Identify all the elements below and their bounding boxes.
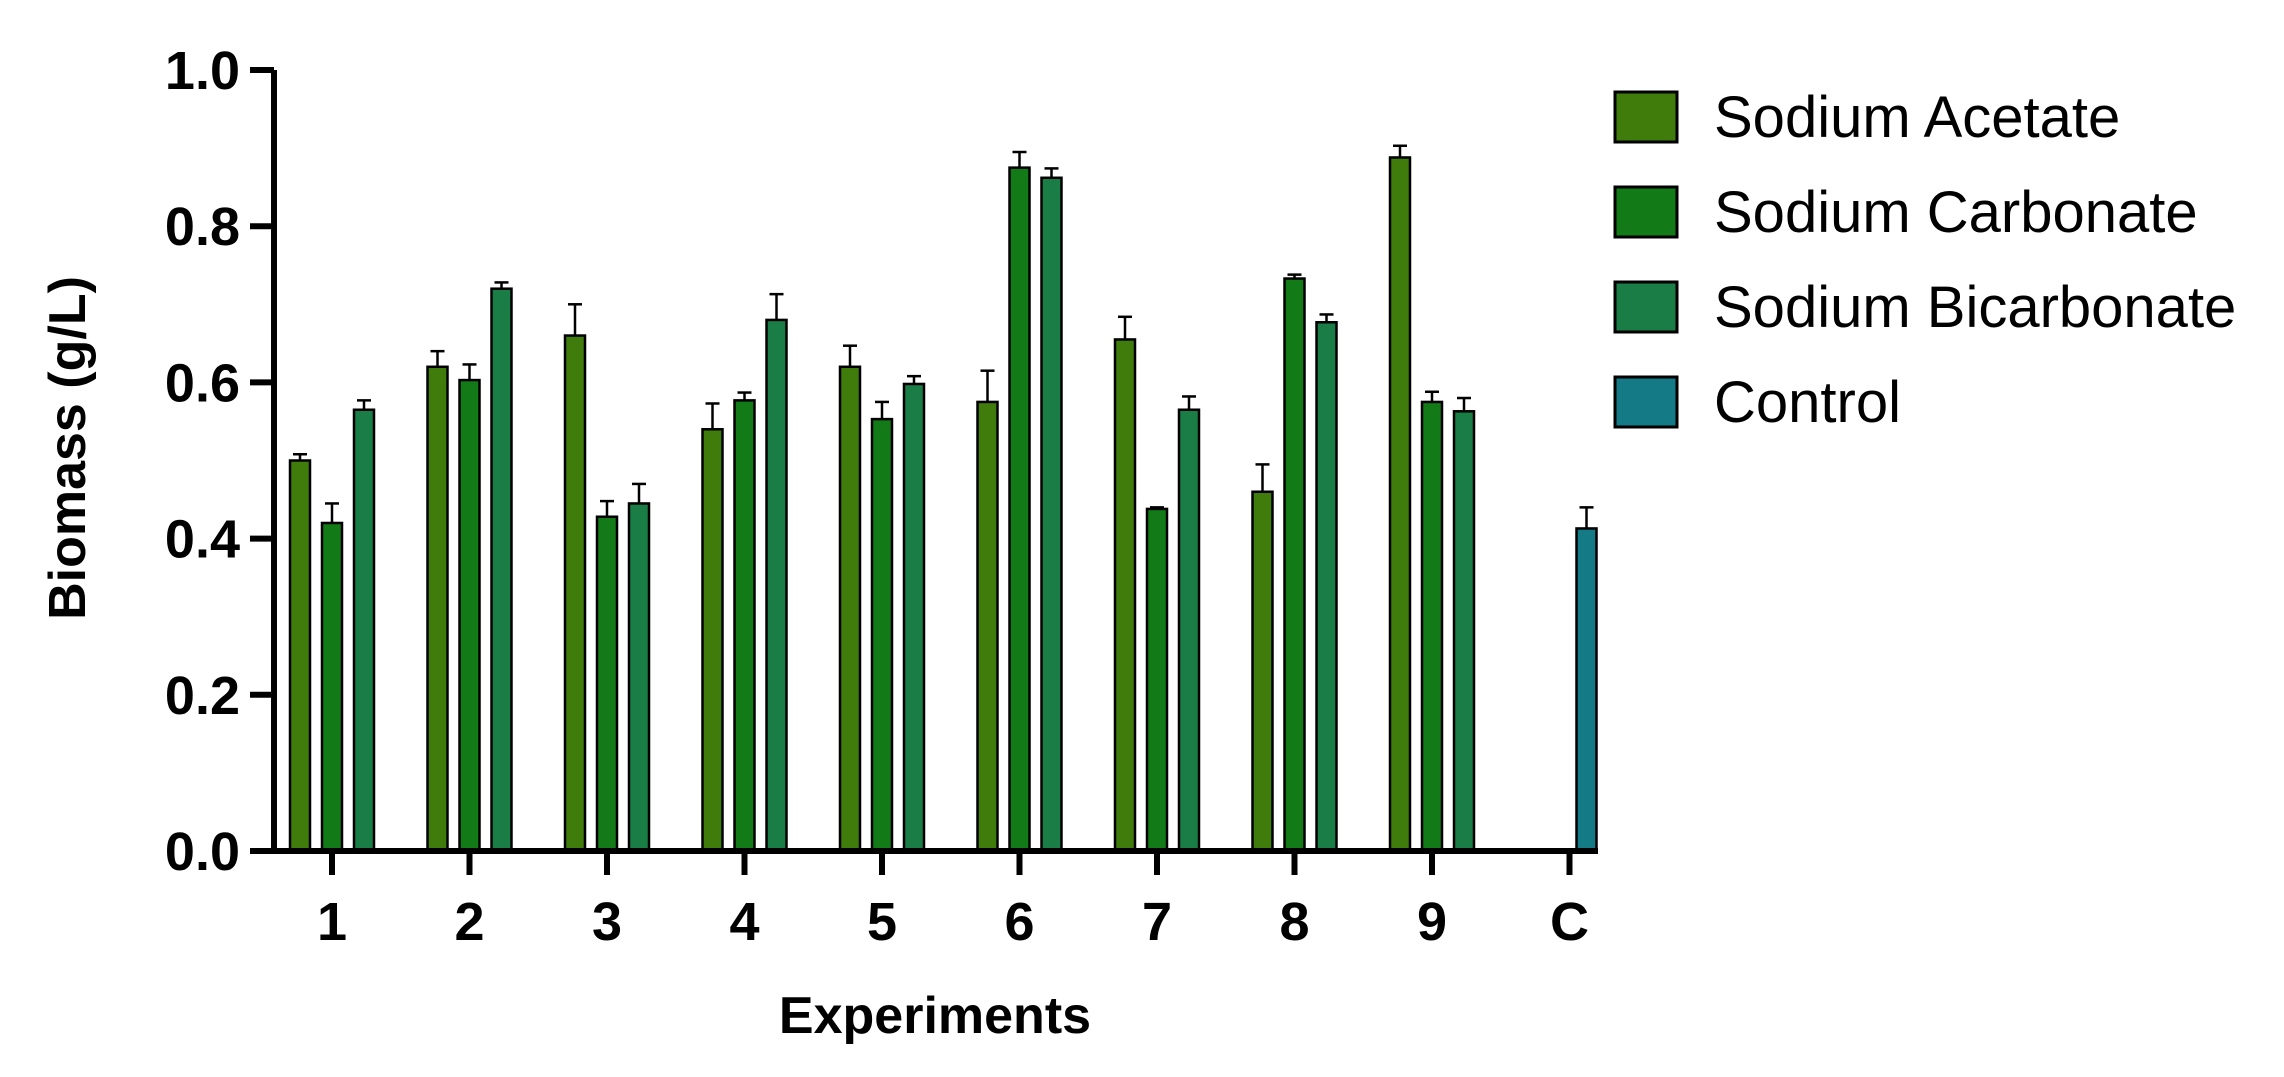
x-tick-label-9: 9: [1417, 892, 1447, 952]
bars-layer: [288, 156, 1598, 853]
bar-9-series-1: [1388, 156, 1412, 853]
legend: Sodium Acetate Sodium Carbonate Sodium Bic…: [1613, 85, 2236, 435]
bar-8-series-2: [1283, 277, 1306, 853]
bar-6-series-3: [1040, 176, 1063, 853]
bar-3-series-1: [563, 334, 587, 853]
legend-swatch-1: [1613, 90, 1679, 144]
x-axis-title: Experiments: [779, 987, 1091, 1045]
y-tick-label-0.4: 0.4: [165, 510, 240, 570]
bar-4-series-1: [701, 428, 724, 853]
bar-4-series-2: [733, 399, 756, 853]
bar-1-series-3: [352, 408, 376, 853]
bar-5-series-1: [838, 365, 862, 853]
legend-swatch-3: [1613, 280, 1679, 334]
bar-3-series-2: [595, 515, 619, 853]
bar-C-series-4: [1575, 527, 1598, 853]
x-tick-label-C: C: [1550, 892, 1589, 952]
legend-label-2: Sodium Carbonate: [1714, 180, 2198, 245]
legend-label-1: Sodium Acetate: [1714, 85, 2120, 150]
x-tick-label-3: 3: [592, 892, 622, 952]
y-tick-label-0.0: 0.0: [165, 822, 240, 882]
bar-6-series-2: [1008, 166, 1031, 853]
bar-5-series-2: [870, 417, 894, 853]
bar-6-series-1: [976, 400, 999, 853]
legend-swatch-4: [1613, 375, 1679, 429]
bar-5-series-3: [902, 382, 926, 853]
bar-8-series-3: [1315, 321, 1338, 853]
y-tick-label-1.0: 1.0: [165, 41, 240, 101]
x-tick-label-5: 5: [867, 892, 897, 952]
y-tick-label-0.2: 0.2: [165, 666, 240, 726]
axes-layer: 0.0 0.2 0.4 0.6 0.8 1.0 1 2 3 4 5 6 7 8 9 C: [165, 41, 1598, 952]
bar-7-series-2: [1145, 507, 1169, 853]
bar-9-series-2: [1420, 400, 1444, 853]
x-tick-label-8: 8: [1279, 892, 1309, 952]
legend-swatch-2: [1613, 185, 1679, 239]
x-tick-label-1: 1: [317, 892, 347, 952]
bar-8-series-1: [1251, 490, 1274, 853]
legend-label-3: Sodium Bicarbonate: [1714, 275, 2236, 340]
bar-2-series-1: [426, 365, 449, 853]
bar-9-series-3: [1452, 410, 1476, 853]
bar-1-series-1: [288, 459, 312, 853]
x-tick-label-4: 4: [729, 892, 759, 952]
bar-2-series-3: [490, 287, 513, 853]
y-tick-label-0.6: 0.6: [165, 353, 240, 413]
bar-3-series-3: [627, 502, 651, 853]
x-tick-label-7: 7: [1142, 892, 1172, 952]
bar-1-series-2: [320, 521, 344, 853]
bar-7-series-1: [1113, 338, 1137, 853]
error-bars-layer: [293, 144, 1594, 529]
legend-label-4: Control: [1714, 370, 1901, 435]
x-tick-label-2: 2: [454, 892, 484, 952]
bar-2-series-2: [458, 378, 481, 853]
x-tick-label-6: 6: [1004, 892, 1034, 952]
bar-7-series-3: [1177, 408, 1201, 853]
bar-4-series-3: [765, 318, 788, 853]
y-tick-label-0.8: 0.8: [165, 197, 240, 257]
y-axis-title: Biomass (g/L): [39, 276, 97, 620]
